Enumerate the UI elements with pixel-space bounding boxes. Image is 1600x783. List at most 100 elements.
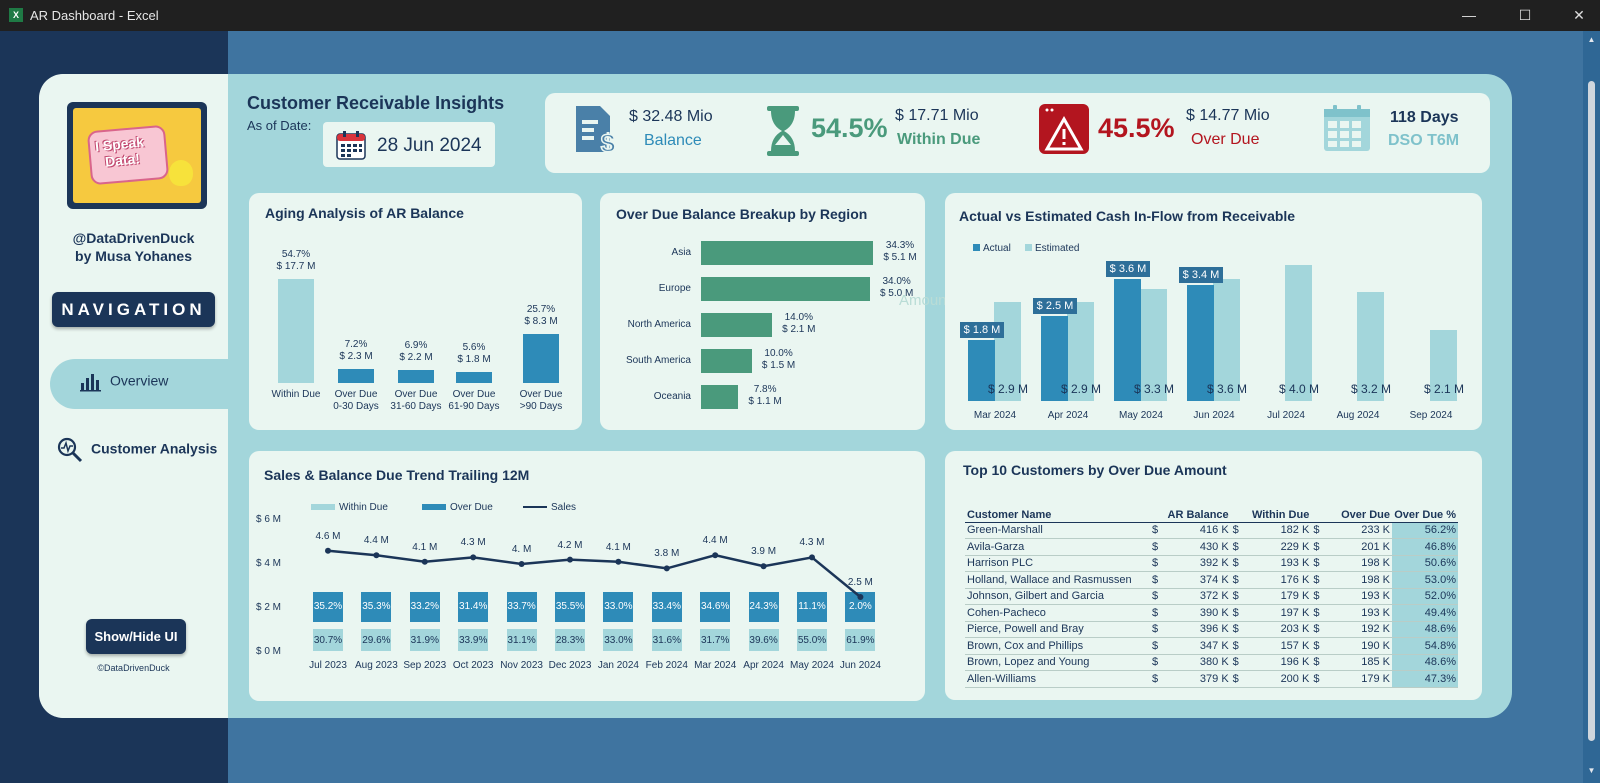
col-customer[interactable]: Customer Name [965,490,1150,523]
table-cell: $ [1150,654,1164,671]
col-over-due-pct[interactable]: Over Due % [1392,490,1458,523]
table-cell: $ [1311,670,1326,688]
table-row[interactable]: Cohen-Pacheco $390 K $197 K $193 K 49.4% [965,604,1458,622]
table-row[interactable]: Holland, Wallace and Rasmussen $374 K $176… [965,571,1458,589]
trend-legend-over: Over Due [422,502,493,513]
scroll-down-icon[interactable]: ▼ [1587,766,1596,775]
minimize-icon[interactable]: — [1462,7,1476,23]
table-cell: $ [1311,538,1326,556]
table-cell: $ [1230,621,1245,638]
show-hide-ui-button[interactable]: Show/Hide UI [86,619,186,654]
navigation-button[interactable]: NAVIGATION [52,292,215,327]
table-cell: 203 K [1244,621,1312,638]
window-title: AR Dashboard - Excel [30,8,159,23]
table-row[interactable]: Brown, Lopez and Young $380 K $196 K $185 K… [965,654,1458,671]
table-cell: $ [1150,555,1164,572]
table-cell: 192 K [1325,621,1392,638]
vertical-scrollbar[interactable]: ▲ ▼ [1583,31,1600,783]
cashflow-legend-estimated: Estimated [1025,243,1079,254]
table-row[interactable]: Harrison PLC $392 K $193 K $198 K 50.6% [965,555,1458,572]
aging-category-label: Over Due [452,389,496,400]
aging-value-label: $ 17.7 M [276,261,316,272]
trend-category-label: Mar 2024 [694,660,737,671]
table-row[interactable]: Avila-Garza $430 K $229 K $201 K 46.8% [965,538,1458,556]
kpi-over-value: $ 14.77 Mio [1186,107,1270,124]
scroll-thumb[interactable] [1588,81,1595,741]
estimated-bar [1213,278,1240,401]
table-row[interactable]: Pierce, Powell and Bray $396 K $203 K $192 … [965,621,1458,638]
table-cell: 380 K [1164,654,1231,671]
table-cell: $ [1150,538,1164,556]
table-cell: $ [1230,522,1245,539]
over-due-pct-label: 34.6% [701,601,730,612]
trend-title: Sales & Balance Due Trend Trailing 12M [264,467,530,483]
trend-category-label: Sep 2023 [403,660,447,671]
table-cell: $ [1230,588,1245,605]
table-cell: 193 K [1244,555,1312,572]
trend-legend-sales: Sales [523,502,576,513]
table-cell: 197 K [1244,604,1312,622]
estimated-bar [994,302,1021,401]
cashflow-category-label: May 2024 [1119,410,1163,421]
trend-y-tick: $ 2 M [256,602,282,613]
table-cell: 392 K [1164,555,1231,572]
maximize-icon[interactable]: ☐ [1518,7,1532,23]
within-due-pct-label: 30.7% [313,635,343,646]
region-category-label: Oceania [653,391,691,402]
top10-title: Top 10 Customers by Over Due Amount [963,462,1227,478]
as-of-label: As of Date: [247,118,312,133]
nav-item-customer-analysis[interactable]: Customer Analysis [57,437,217,463]
region-category-label: North America [627,319,691,330]
logo: I Speak Data! [67,102,207,209]
table-cell: 56.2% [1392,522,1458,539]
kpi-over-label: Over Due [1191,131,1260,148]
col-over-due[interactable]: Over Due [1311,490,1392,523]
cashflow-category-label: Jun 2024 [1193,410,1235,421]
cashflow-title: Actual vs Estimated Cash In-Flow from Re… [959,208,1296,224]
table-row[interactable]: Allen-Williams $379 K $200 K $179 K 47.3% [965,670,1458,688]
table-cell: 52.0% [1392,588,1458,605]
table-row[interactable]: Green-Marshall $416 K $182 K $233 K 56.2% [965,522,1458,539]
nav-item-overview-label[interactable]: Overview [80,372,168,392]
over-due-pct-label: 33.0% [604,601,633,612]
table-cell: 390 K [1164,604,1231,622]
col-ar-balance[interactable]: AR Balance [1150,490,1231,523]
estimated-value-label: $ 3.2 M [1350,382,1392,396]
estimated-bar [1285,265,1312,401]
table-cell: 48.6% [1392,654,1458,671]
nav-item-overview[interactable] [50,359,228,409]
sales-value-label: 4.3 M [460,537,486,549]
table-cell: 201 K [1325,538,1392,556]
table-cell: 47.3% [1392,670,1458,688]
aging-pct-label: 6.9% [404,340,428,352]
col-within-due[interactable]: Within Due [1230,490,1312,523]
table-row[interactable]: Brown, Cox and Phillips $347 K $157 K $190 … [965,637,1458,655]
actual-value-label: $ 1.8 M [960,321,1004,338]
region-bar [701,313,772,337]
trend-category-label: Oct 2023 [452,660,494,671]
aging-category-label: Over Due [519,389,563,400]
close-icon[interactable]: ✕ [1573,7,1585,23]
estimated-value-label: $ 2.9 M [1060,382,1102,396]
within-due-block [313,629,343,651]
over-due-pct-label: 2.0% [848,601,872,612]
table-cell: 196 K [1244,654,1312,671]
table-row[interactable]: Johnson, Gilbert and Garcia $372 K $179 K $… [965,588,1458,605]
over-due-pct-label: 33.4% [652,601,681,612]
over-due-pct-label: 31.4% [459,601,488,612]
actual-bar [968,339,995,401]
within-due-block [748,629,779,651]
sales-value-label: 4. M [511,544,532,555]
aging-category-label: Within Due [271,389,321,400]
within-due-pct-label: 55.0% [797,635,827,646]
sales-value-label: 4.4 M [363,535,389,547]
region-pct-label: 10.0% [764,348,793,359]
actual-value-label: $ 3.6 M [1106,260,1150,277]
table-cell: $ [1230,571,1245,589]
table-cell: $ [1311,621,1326,638]
within-due-pct-label: 61.9% [846,635,875,646]
scroll-up-icon[interactable]: ▲ [1587,35,1596,44]
duck-icon [169,160,193,186]
trend-category-label: Aug 2023 [354,660,398,671]
table-cell: 53.0% [1392,571,1458,589]
